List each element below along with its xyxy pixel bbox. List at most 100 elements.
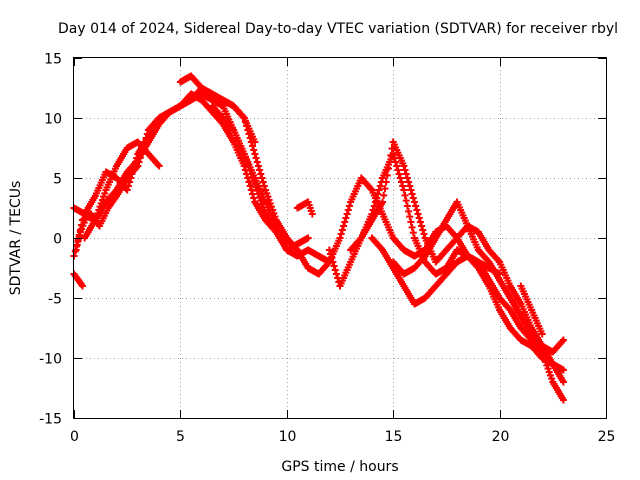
- data-point: [412, 202, 420, 210]
- data-point: [384, 165, 392, 173]
- data-point: [386, 158, 394, 166]
- data-point: [400, 186, 408, 194]
- data-point: [256, 166, 264, 174]
- series-arc-5: [176, 72, 259, 146]
- x-tick-label: 10: [279, 429, 297, 445]
- data-point: [92, 213, 100, 221]
- plot-frame: [73, 57, 607, 419]
- data-point: [406, 182, 414, 190]
- data-point: [246, 182, 254, 190]
- data-point: [405, 207, 413, 215]
- data-point: [141, 138, 149, 146]
- data-point: [155, 162, 163, 170]
- data-point: [396, 174, 404, 182]
- data-point: [371, 198, 379, 206]
- series-arc-9: [347, 138, 567, 374]
- data-point: [252, 154, 260, 162]
- data-point: [543, 361, 551, 369]
- data-point: [394, 166, 402, 174]
- data-point: [253, 158, 261, 166]
- data-point: [137, 150, 145, 158]
- data-point: [400, 162, 408, 170]
- data-point: [250, 146, 258, 154]
- data-point: [257, 170, 265, 178]
- data-point: [100, 193, 108, 201]
- data-point: [410, 198, 418, 206]
- data-markers: [70, 72, 567, 404]
- data-point: [390, 154, 398, 162]
- data-point: [228, 125, 236, 133]
- data-point: [136, 154, 144, 162]
- data-point: [327, 250, 335, 258]
- x-tick-label: 15: [385, 429, 403, 445]
- data-point: [258, 174, 266, 182]
- data-point: [382, 178, 390, 186]
- y-axis-label: SDTVAR / TECUs: [8, 181, 24, 296]
- data-point: [123, 186, 131, 194]
- data-point: [73, 241, 81, 249]
- data-point: [341, 218, 349, 226]
- data-point: [245, 178, 253, 186]
- data-point: [413, 206, 421, 214]
- x-tick-label: 0: [70, 429, 79, 445]
- data-point: [254, 162, 262, 170]
- data-point: [325, 246, 333, 254]
- series-arc-4: [81, 138, 163, 242]
- data-point: [546, 371, 554, 379]
- data-point: [393, 162, 401, 170]
- data-point: [494, 257, 502, 265]
- data-point: [392, 158, 400, 166]
- data-point: [344, 206, 352, 214]
- data-point: [343, 210, 351, 218]
- data-point: [75, 231, 83, 239]
- data-point: [370, 202, 378, 210]
- data-point: [247, 186, 255, 194]
- data-point: [402, 197, 410, 205]
- data-point: [239, 113, 247, 121]
- axis-ticks: 0 5 10 15 20 25 -15 -10 -5 0 5 10 15: [39, 52, 615, 446]
- data-point: [124, 182, 132, 190]
- data-point: [345, 202, 353, 210]
- data-point: [407, 218, 415, 226]
- data-point: [559, 378, 567, 386]
- data-point: [77, 221, 85, 229]
- data-point: [154, 161, 162, 169]
- data-point: [76, 226, 84, 234]
- data-point: [340, 222, 348, 230]
- data-point: [405, 178, 413, 186]
- data-point: [143, 130, 151, 138]
- data-point: [331, 266, 339, 274]
- data-point: [420, 230, 428, 238]
- data-point: [559, 366, 567, 374]
- data-point: [266, 199, 274, 207]
- data-point: [387, 151, 395, 159]
- data-point: [330, 262, 338, 270]
- data-point: [336, 234, 344, 242]
- data-point: [395, 170, 403, 178]
- x-tick-label: 25: [598, 429, 616, 445]
- data-point: [406, 213, 414, 221]
- data-point: [407, 186, 415, 194]
- y-tick-label: 15: [44, 52, 62, 68]
- data-point: [539, 351, 547, 359]
- data-point: [401, 166, 409, 174]
- data-point: [135, 158, 143, 166]
- data-point: [414, 210, 422, 218]
- data-point: [419, 226, 427, 234]
- data-point: [249, 142, 257, 150]
- x-axis-label: GPS time / hours: [281, 459, 398, 475]
- data-point: [403, 202, 411, 210]
- data-point: [250, 194, 258, 202]
- y-tick-label: -15: [39, 412, 62, 428]
- data-point: [373, 194, 381, 202]
- y-tick-label: 5: [53, 172, 62, 188]
- data-point: [374, 190, 382, 198]
- data-point: [259, 178, 267, 186]
- data-point: [380, 191, 388, 199]
- data-point: [381, 185, 389, 193]
- data-point: [79, 282, 87, 290]
- y-tick-label: 10: [44, 112, 62, 128]
- data-point: [401, 191, 409, 199]
